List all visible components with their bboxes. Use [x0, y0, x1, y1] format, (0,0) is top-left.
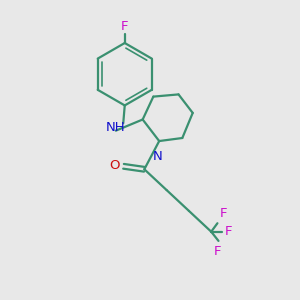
Text: F: F — [214, 245, 222, 258]
Text: F: F — [225, 225, 232, 238]
Text: N: N — [153, 150, 163, 163]
Text: NH: NH — [106, 121, 126, 134]
Text: F: F — [220, 207, 227, 220]
Text: F: F — [121, 20, 128, 33]
Text: O: O — [110, 159, 120, 172]
